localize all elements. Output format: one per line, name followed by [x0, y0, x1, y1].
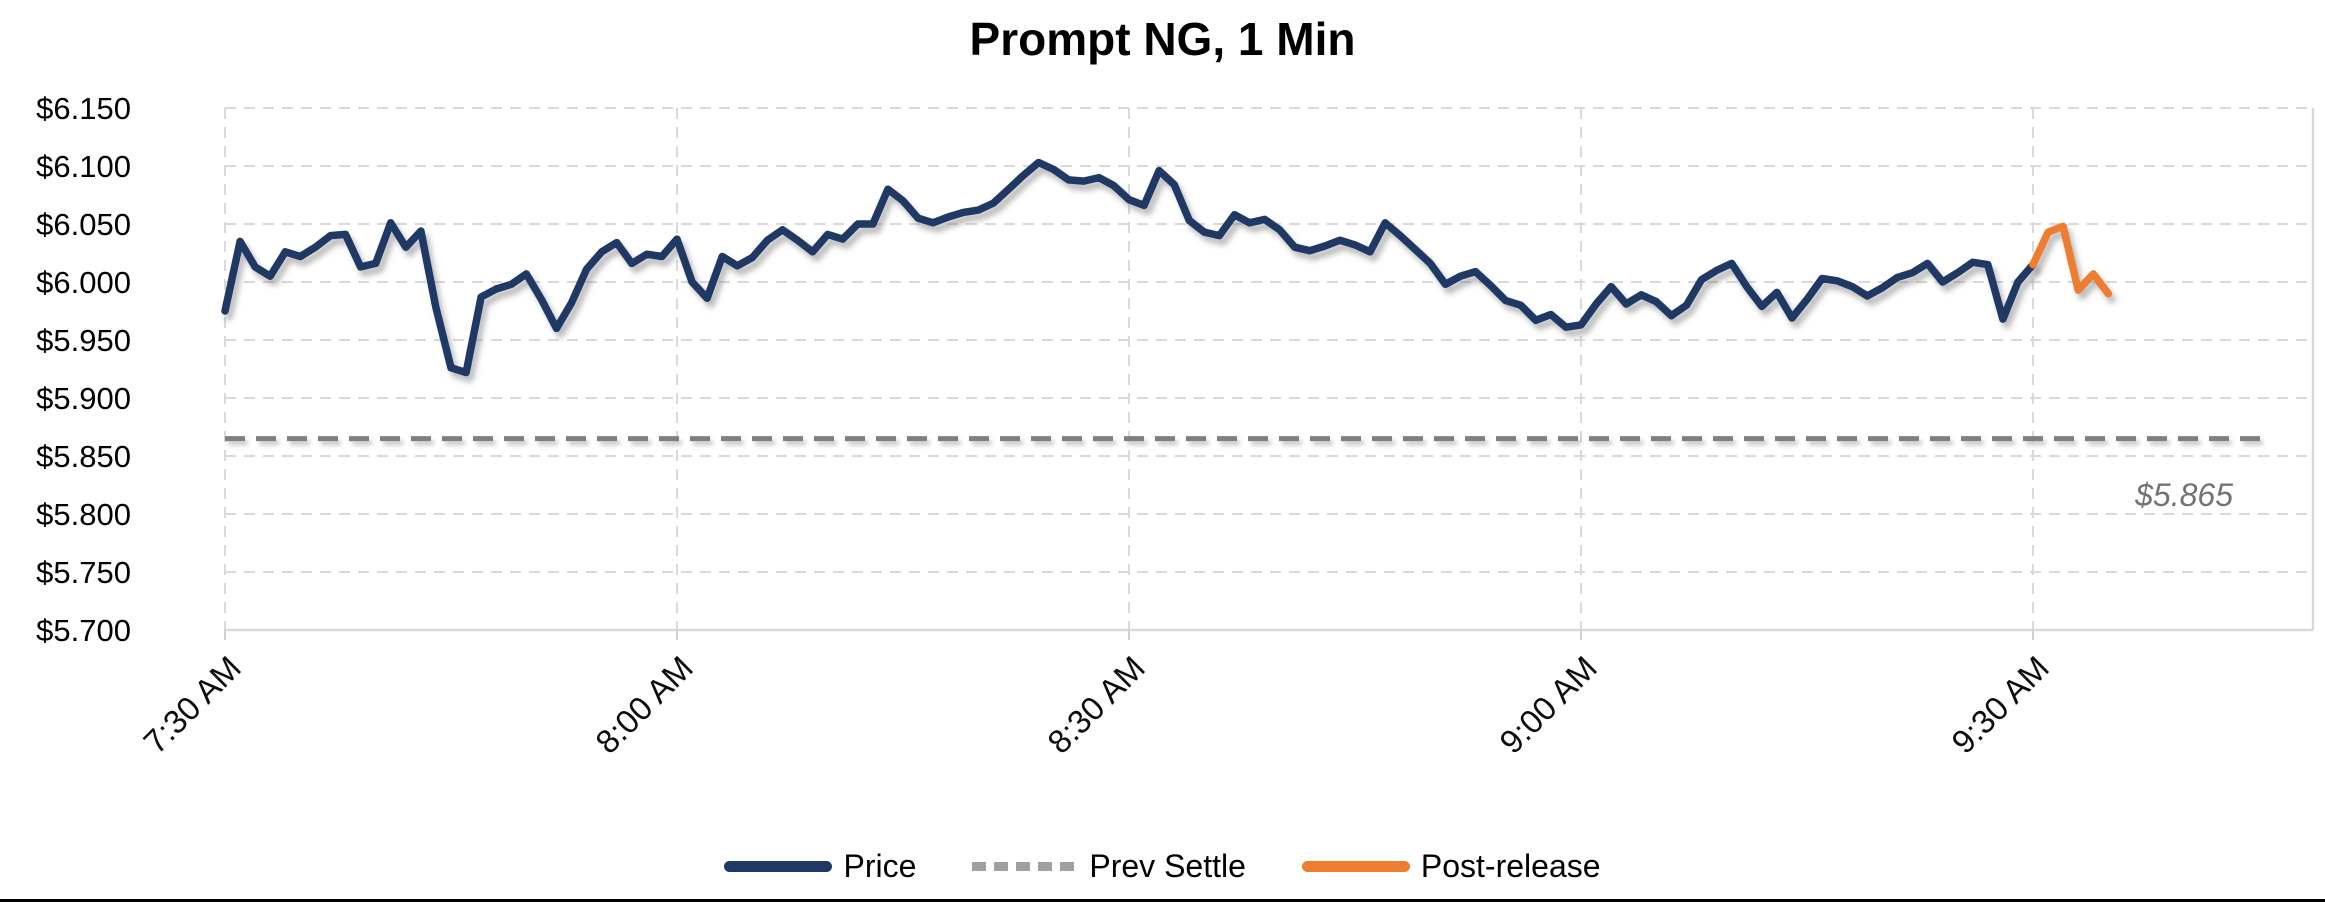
y-axis-label: $5.900 [36, 381, 131, 416]
y-axis-label: $5.800 [36, 497, 131, 532]
price-line [221, 158, 2037, 377]
y-axis-label: $6.100 [36, 149, 131, 184]
post-release-line-swatch [1301, 860, 1410, 872]
y-axis-label: $6.050 [36, 207, 131, 242]
y-axis-label: $6.150 [36, 91, 131, 126]
bottom-border-line [0, 899, 2325, 902]
y-axis-label: $5.700 [36, 613, 131, 648]
post-release-line [2029, 222, 2113, 298]
chart-title: Prompt NG, 1 Min [969, 13, 1356, 65]
legend-label-price: Price [843, 847, 917, 884]
chart-generated-layers: $6.150 $6.100 $6.050 $6.000 $5.950 $5.900 $5.8… [36, 91, 2315, 761]
x-axis-label: 9:00 AM [1492, 649, 1604, 761]
legend-item-post-release: Post-release [1301, 847, 1601, 885]
legend-label-post-release: Post-release [1420, 847, 1601, 884]
legend-item-price: Price [724, 848, 916, 885]
y-axis-label: $5.950 [36, 323, 131, 358]
x-axis-label: 8:30 AM [1040, 649, 1152, 761]
legend-item-prev-settle: Prev Settle [972, 848, 1246, 885]
y-axis-label: $5.850 [36, 439, 131, 474]
legend-label-prev-settle: Prev Settle [1089, 847, 1246, 884]
prev-settle-line-swatch [972, 861, 1079, 871]
x-axis-label: 8:00 AM [588, 649, 700, 761]
y-axis-label: $5.750 [36, 555, 131, 590]
x-axis-label: 7:30 AM [136, 649, 248, 761]
chart-legend: Price Prev Settle Post-release [0, 846, 2325, 886]
y-axis-label: $6.000 [36, 265, 131, 300]
x-axis-label: 9:30 AM [1944, 649, 2056, 761]
prev-settle-annotation: $5.865 [2134, 477, 2233, 513]
price-line-swatch [724, 860, 833, 872]
